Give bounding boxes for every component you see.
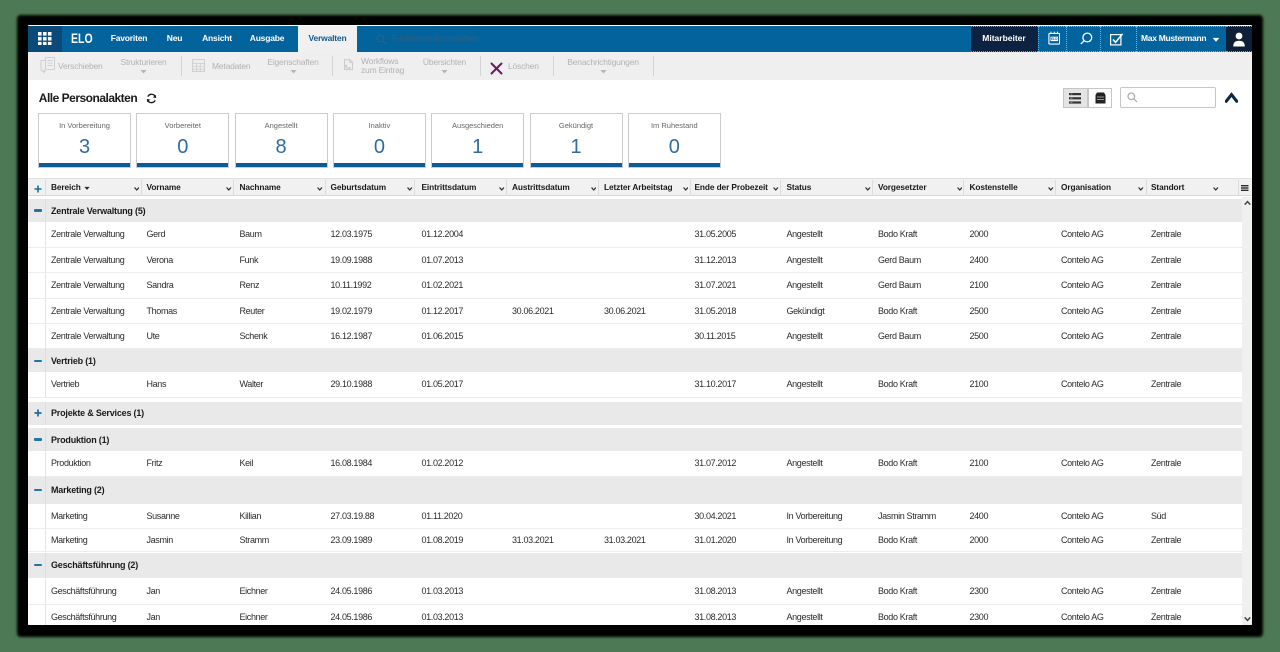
- svg-text:ELO: ELO: [1050, 37, 1057, 41]
